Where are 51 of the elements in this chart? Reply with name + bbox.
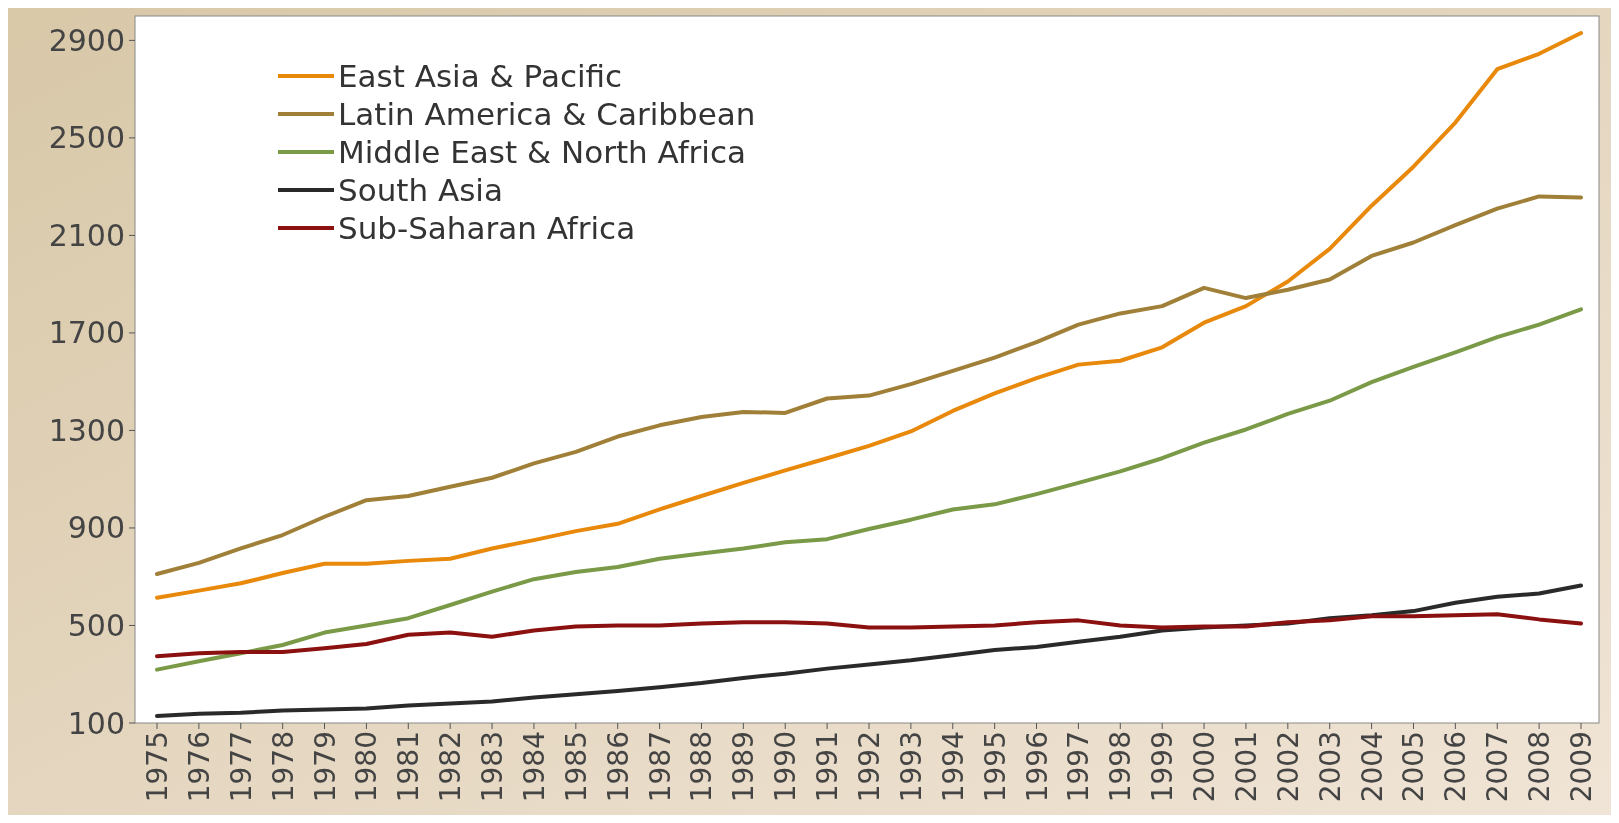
x-tick-label: 2005 (1397, 731, 1431, 803)
x-tick-label: 1997 (1062, 731, 1096, 803)
x-tick-label: 1975 (141, 731, 174, 803)
x-tick-label: 1996 (1020, 731, 1054, 803)
x-tick-label: 1991 (811, 731, 845, 803)
y-tick-label: 500 (67, 607, 125, 643)
y-tick-label: 2100 (48, 217, 125, 253)
legend-label: Sub-Saharan Africa (338, 209, 636, 246)
legend-label: Middle East & North Africa (338, 133, 746, 170)
y-tick-label: 2500 (48, 120, 125, 156)
x-tick-label: 1994 (936, 731, 970, 803)
x-tick-label: 1980 (350, 731, 384, 803)
x-tick-label: 2002 (1271, 731, 1305, 803)
y-tick-label: 100 (67, 705, 125, 741)
line-series (155, 612, 1583, 659)
legend-label: Latin America & Caribbean (338, 95, 756, 132)
x-tick-label: 2000 (1188, 731, 1222, 803)
x-tick-label: 1995 (978, 731, 1012, 803)
x-tick-label: 2007 (1481, 731, 1515, 803)
line-series (155, 31, 1583, 600)
y-tick-label: 1300 (48, 412, 125, 448)
x-tick-label: 2004 (1355, 731, 1389, 803)
x-tick-label: 2006 (1439, 731, 1473, 803)
x-tick-label: 1979 (308, 731, 342, 803)
x-tick-label: 1992 (853, 731, 886, 803)
x-tick-label: 1987 (643, 731, 677, 803)
x-tick-label: 1984 (517, 731, 551, 803)
line-series (155, 307, 1583, 672)
legend-label: East Asia & Pacific (338, 57, 623, 94)
x-tick-label: 1982 (434, 731, 468, 803)
x-tick-label: 1990 (769, 731, 803, 803)
x-tick-label: 1981 (392, 731, 426, 803)
x-tick-label: 2003 (1313, 731, 1347, 803)
x-tick-label: 2008 (1523, 731, 1557, 803)
x-tick-label: 2001 (1229, 731, 1263, 803)
x-tick-label: 1985 (559, 731, 593, 803)
y-tick-label: 1700 (48, 315, 125, 351)
x-tick-label: 1983 (476, 731, 510, 803)
legend-label: South Asia (338, 171, 503, 208)
y-tick-label: 900 (67, 510, 125, 546)
x-tick-label: 1986 (601, 731, 635, 803)
x-tick-label: 1998 (1104, 731, 1138, 803)
x-tick-label: 1989 (727, 731, 761, 803)
x-tick-label: 1976 (182, 731, 216, 803)
x-tick-label: 1988 (685, 731, 719, 803)
x-tick-label: 2009 (1565, 731, 1598, 803)
x-tick-label: 1977 (224, 731, 258, 803)
x-tick-label: 1999 (1146, 731, 1180, 803)
x-tick-label: 1978 (266, 731, 300, 803)
x-tick-label: 1993 (894, 731, 928, 803)
y-tick-label: 2900 (48, 22, 125, 58)
